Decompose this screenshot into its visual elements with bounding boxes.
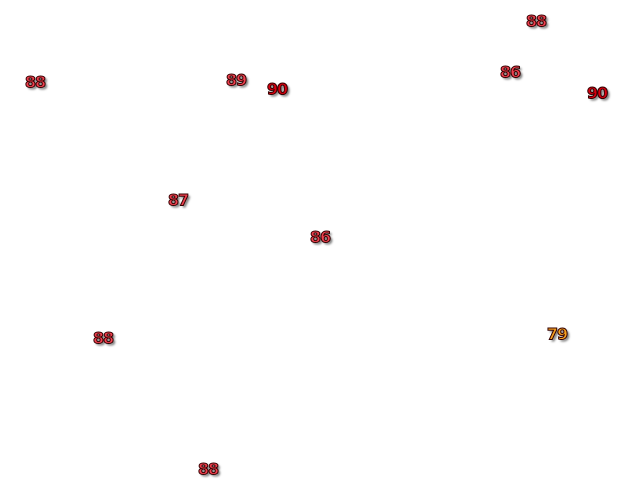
map-label: 90 [586,83,608,103]
map-label: 88 [197,459,219,479]
map-label: 88 [24,72,46,92]
map-label: 89 [225,70,247,90]
map-label: 86 [499,62,521,82]
map-label: 79 [546,324,568,344]
map-label: 86 [309,227,331,247]
map-label: 87 [167,190,189,210]
map-label: 88 [92,328,114,348]
map-label: 90 [266,79,288,99]
map-label: 88 [525,11,547,31]
